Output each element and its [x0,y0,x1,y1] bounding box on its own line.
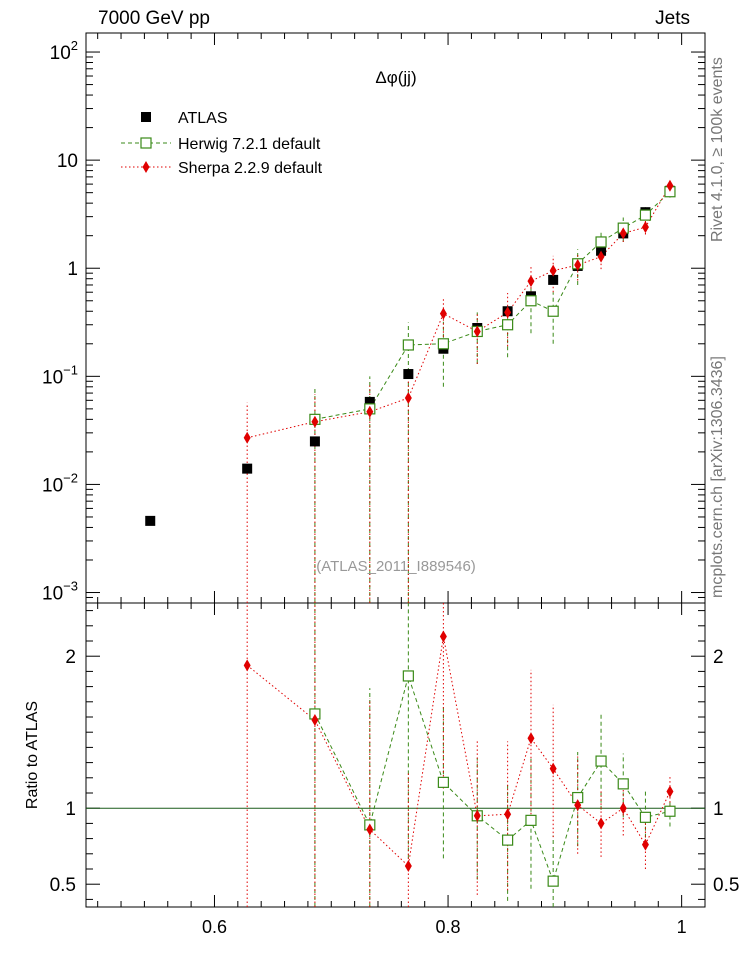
sherpa-ratio-point [473,809,481,822]
data-data-point [145,515,156,526]
sherpa-ratio-point [597,817,605,830]
data-data-point [403,369,414,380]
herwig-data-point [639,209,652,221]
herwig-data-point [525,295,537,307]
data-data-point [364,396,375,407]
herwig-main-line [314,191,671,420]
sherpa-data-point [404,392,412,405]
ratio-y-tick-label: 1 [65,799,76,820]
legend-label-data: ATLAS [178,110,228,127]
data-data-point [309,436,320,447]
ratio-y-axis-label: Ratio to ATLAS [24,701,41,809]
sherpa-data-point [504,306,512,319]
herwig-ratio-point [617,778,629,790]
y-tick-label: 10−2 [42,470,78,496]
sherpa-ratio-point [549,762,557,775]
herwig-data-point [547,305,559,317]
sherpa-data-point [666,179,674,192]
herwig-ratio-point [547,875,559,887]
herwig-ratio-point [595,755,607,767]
sherpa-ratio-point [574,799,582,812]
y-tick-label-base: 10 [57,151,78,172]
sherpa-data-point [574,259,582,272]
ratio-y-tick-label: 0.5 [50,875,76,896]
sherpa-data-point [439,307,447,320]
herwig-data-point [502,319,514,331]
legend-marker-herwig [140,137,152,149]
y-tick-label: 102 [50,38,78,64]
herwig-ratio-point [402,670,414,682]
legend-label-herwig: Herwig 7.2.1 default [178,136,321,153]
x-tick-label: 1 [677,917,687,937]
y-tick-label-base: 1 [67,259,78,280]
sherpa-data-point [527,275,535,288]
sherpa-ratio-point [311,714,319,727]
sherpa-data-point [641,221,649,234]
sherpa-ratio-point [619,802,627,815]
y-tick-label-base: 10 [42,475,63,496]
legend-label-sherpa: Sherpa 2.2.9 default [178,160,323,177]
ratio-y-tick-label: 2 [65,647,76,668]
sherpa-data-point [473,325,481,338]
herwig-data-point [437,338,449,350]
sherpa-ratio-point [666,785,674,798]
herwig-ratio-point [437,776,449,788]
herwig-ratio-point [525,814,537,826]
y-tick-label: 10−1 [42,362,78,388]
legend-marker-sherpa [142,161,150,173]
sherpa-data-point [597,250,605,263]
data-data-point [242,463,253,474]
sherpa-data-point [311,415,319,428]
header-process-label: 7000 GeV pp [98,8,210,29]
sherpa-data-point [549,264,557,277]
y-tick-label: 10 [57,151,78,172]
sherpa-ratio-point [527,732,535,745]
sherpa-ratio-point [243,659,251,672]
y-tick-label-exponent: 2 [71,38,78,53]
y-tick-label-exponent: −3 [63,579,78,594]
herwig-data-point [595,236,607,248]
x-tick-label: 0.6 [202,917,227,937]
sherpa-ratio-point [504,808,512,821]
herwig-ratio-point [664,805,676,817]
y-tick-label-base: 10 [42,367,63,388]
analysis-watermark: (ATLAS_2011_I889546) [316,558,476,575]
herwig-ratio-line [314,674,671,883]
sherpa-ratio-point [366,823,374,836]
y-tick-label-exponent: −1 [63,362,78,377]
ratio-y-tick-label-right: 2 [713,647,724,668]
sherpa-ratio-point [404,859,412,872]
sherpa-data-point [243,431,251,444]
sherpa-main-line [247,185,671,439]
herwig-data-point [402,339,414,351]
y-tick-label: 10−3 [42,579,78,605]
sherpa-ratio-line [246,636,671,867]
y-tick-label-base: 10 [42,584,63,605]
sherpa-ratio-point [439,630,447,643]
sherpa-data-point [619,227,627,240]
y-tick-label-base: 10 [50,43,71,64]
ratio-y-tick-label-right: 1 [713,799,724,820]
legend-marker-data [141,112,151,122]
ratio-y-tick-label-right: 0.5 [713,875,739,896]
y-tick-label: 1 [67,259,78,280]
sherpa-ratio-point [641,838,649,851]
sherpa-data-point [366,405,374,418]
x-tick-label: 0.8 [436,917,461,937]
header-analysis-category: Jets [655,8,690,29]
ratio-panel-frame [85,602,706,908]
herwig-ratio-point [502,834,514,846]
chart-title: Δφ(jj) [375,68,416,87]
herwig-ratio-point [639,811,652,823]
data-data-point [548,274,559,285]
y-tick-label-exponent: −2 [63,470,78,485]
